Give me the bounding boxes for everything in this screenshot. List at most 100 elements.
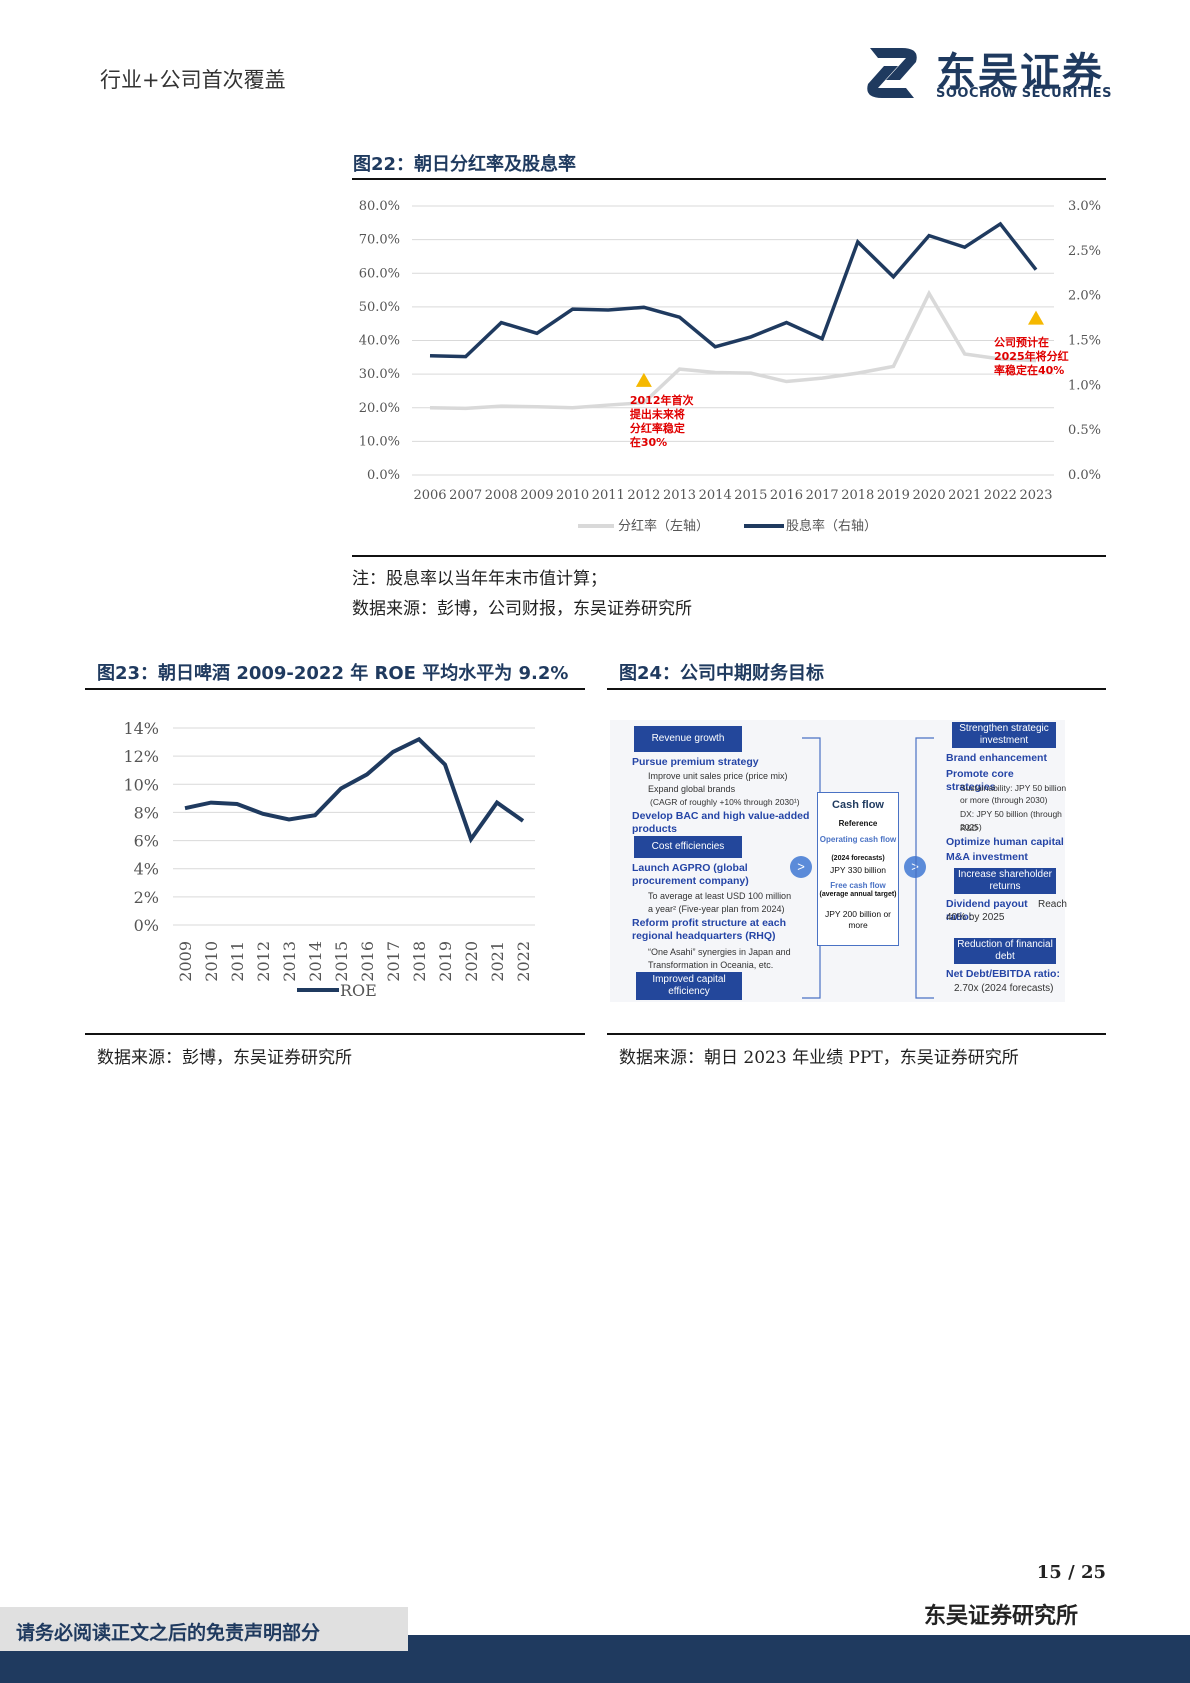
right-tick-label: 2.0% [1068,289,1101,304]
expand-brands-text: Expand global brands [648,784,736,794]
x-tick-label: 2014 [306,941,325,982]
annotation-right-line: 2025年将分红 [994,349,1069,363]
x-tick-label: 2017 [806,488,839,503]
figure23-source: 数据来源：彭博，东吴证券研究所 [97,1048,352,1068]
dividend-payout-label: Dividend payout ratio: [946,898,1028,923]
legend-label-roe: ROE [340,981,377,1000]
legend-label-payout: 分红率（左轴） [618,518,709,534]
annotation-left-line: 分红率稳定 [630,421,685,435]
series-dividend-yield-line [429,221,1038,359]
net-debt-label: Net Debt/EBITDA ratio: [946,968,1060,980]
left-tick-label: 20.0% [359,401,400,416]
pursue-premium-text: Pursue premium strategy [632,756,759,768]
series-payout-ratio-line [429,289,1037,411]
figure23-bottom-rule [85,1033,585,1035]
figure24-bottom-rule [607,1033,1106,1035]
dividend-payout-value: Reach 40% by 2025 [946,899,1067,923]
disclaimer-text: 请务必阅读正文之后的免责声明部分 [16,1622,321,1644]
x-tick-label: 2010 [202,941,221,982]
dx-text: DX: JPY 50 billion (through 2025) [960,809,1062,832]
x-tick-label: 2013 [663,488,696,503]
logo-text-cn: 东吴证券 [936,50,1104,96]
x-tick-label: 2015 [734,488,767,503]
cash-flow-box: Cash flow Reference Operating cash flow … [817,792,899,946]
reform-profit-text: Reform profit structure at each regional… [632,917,787,942]
one-asahi-text: “One Asahi” synergies in Japan and Trans… [648,947,791,970]
annotation-left-line: 在30% [630,435,667,449]
x-tick-label: 2019 [877,488,910,503]
y-tick-label: 14% [123,719,159,738]
x-tick-label: 2021 [488,941,507,982]
figure23-top-rule [85,688,585,690]
x-tick-label: 2020 [462,941,481,982]
rnd-text: R&D [960,823,978,833]
arrow-right-icon: > [790,856,812,878]
increase-returns-box: Increase shareholder returns [954,868,1056,894]
figure23-title: 图23：朝日啤酒 2009-2022 年 ROE 平均水平为 9.2% [97,663,569,684]
x-tick-label: 2021 [948,488,981,503]
figure22-bottom-rule [352,555,1106,557]
annotation-right-line: 率稳定在40% [994,363,1064,377]
revenue-growth-box: Revenue growth [634,726,742,752]
x-tick-label: 2015 [332,941,351,982]
y-tick-label: 0% [134,916,159,935]
x-tick-label: 2011 [592,488,625,503]
figure22-title: 图22：朝日分红率及股息率 [353,154,577,175]
x-tick-label: 2010 [556,488,589,503]
right-bracket [915,737,934,999]
reference-label: Reference [838,819,878,828]
y-tick-label: 10% [123,775,159,794]
x-tick-label: 2014 [699,488,732,503]
strengthen-box: Strengthen strategic investment [952,722,1056,748]
x-tick-label: 2023 [1019,488,1052,503]
left-tick-label: 80.0% [359,199,400,214]
x-tick-label: 2009 [176,941,195,982]
cagr-note-text: (CAGR of roughly +10% through 2030¹) [650,797,800,807]
sustainability-text: Sustainability: JPY 50 billion or more (… [960,783,1067,805]
arrow-right-icon-2: > [904,856,926,878]
annotation-left-line: 提出未来将 [630,407,685,421]
jpy330-value: JPY 330 billion [829,865,887,875]
x-tick-label: 2012 [627,488,660,503]
annotation-left-line: 2012年首次 [630,393,694,407]
avg-annual-label: (average annual target) [819,891,897,898]
left-tick-label: 50.0% [359,300,400,315]
cash-flow-title: Cash flow [832,799,884,811]
soochow-logo-icon [867,48,917,98]
right-tick-label: 1.0% [1068,378,1101,393]
right-tick-label: 3.0% [1068,199,1101,214]
left-tick-label: 10.0% [359,434,400,449]
right-tick-label: 0.5% [1068,423,1101,438]
figure24-title: 图24：公司中期财务目标 [619,663,825,684]
y-tick-label: 6% [134,832,159,851]
footer-org: 东吴证券研究所 [924,1604,1079,1629]
y-tick-label: 12% [123,747,159,766]
page-number: 15 / 25 [1036,1562,1106,1583]
promote-core-text: Promote core strategies [946,768,1014,793]
legend-label-yield: 股息率（右轴） [786,518,877,534]
x-tick-label: 2009 [520,488,553,503]
improved-capital-box: Improved capital efficiency [636,972,742,1000]
financial-targets-diagram: Revenue growth Pursue premium strategy I… [610,720,1067,1002]
x-tick-label: 2020 [913,488,946,503]
jpy200-value: JPY 200 billion or more [825,909,891,930]
x-tick-label: 2017 [384,941,403,982]
figure22-note: 注：股息率以当年年末市值计算； [352,569,607,589]
forecasts-label: (2024 forecasts) [831,855,885,862]
series-roe-line [184,736,525,844]
x-tick-label: 2007 [449,488,482,503]
x-tick-label: 2019 [436,941,455,982]
figure22-source: 数据来源：彭博，公司财报，东吴证券研究所 [352,599,692,619]
logo-text-en: SOOCHOW SECURITIES [936,86,1112,101]
x-tick-label: 2006 [413,488,446,503]
launch-agpro-text: Launch AGPRO (global procurement company… [632,862,749,887]
x-tick-label: 2018 [410,941,429,982]
mna-text: M&A investment [946,851,1028,863]
x-tick-label: 2013 [280,941,299,982]
figure22-chart: 0.0% 10.0% 20.0% 30.0% 40.0% 50.0% 60.0% 70.0% 8… [359,199,1101,534]
usd-target-text: To average at least USD 100 million a ye… [648,891,792,914]
x-tick-label: 2022 [984,488,1017,503]
operating-cf-label: Operating cash flow [819,835,897,844]
figure24-top-rule [607,688,1106,690]
figure24-source: 数据来源：朝日 2023 年业绩 PPT，东吴证券研究所 [619,1048,1019,1068]
